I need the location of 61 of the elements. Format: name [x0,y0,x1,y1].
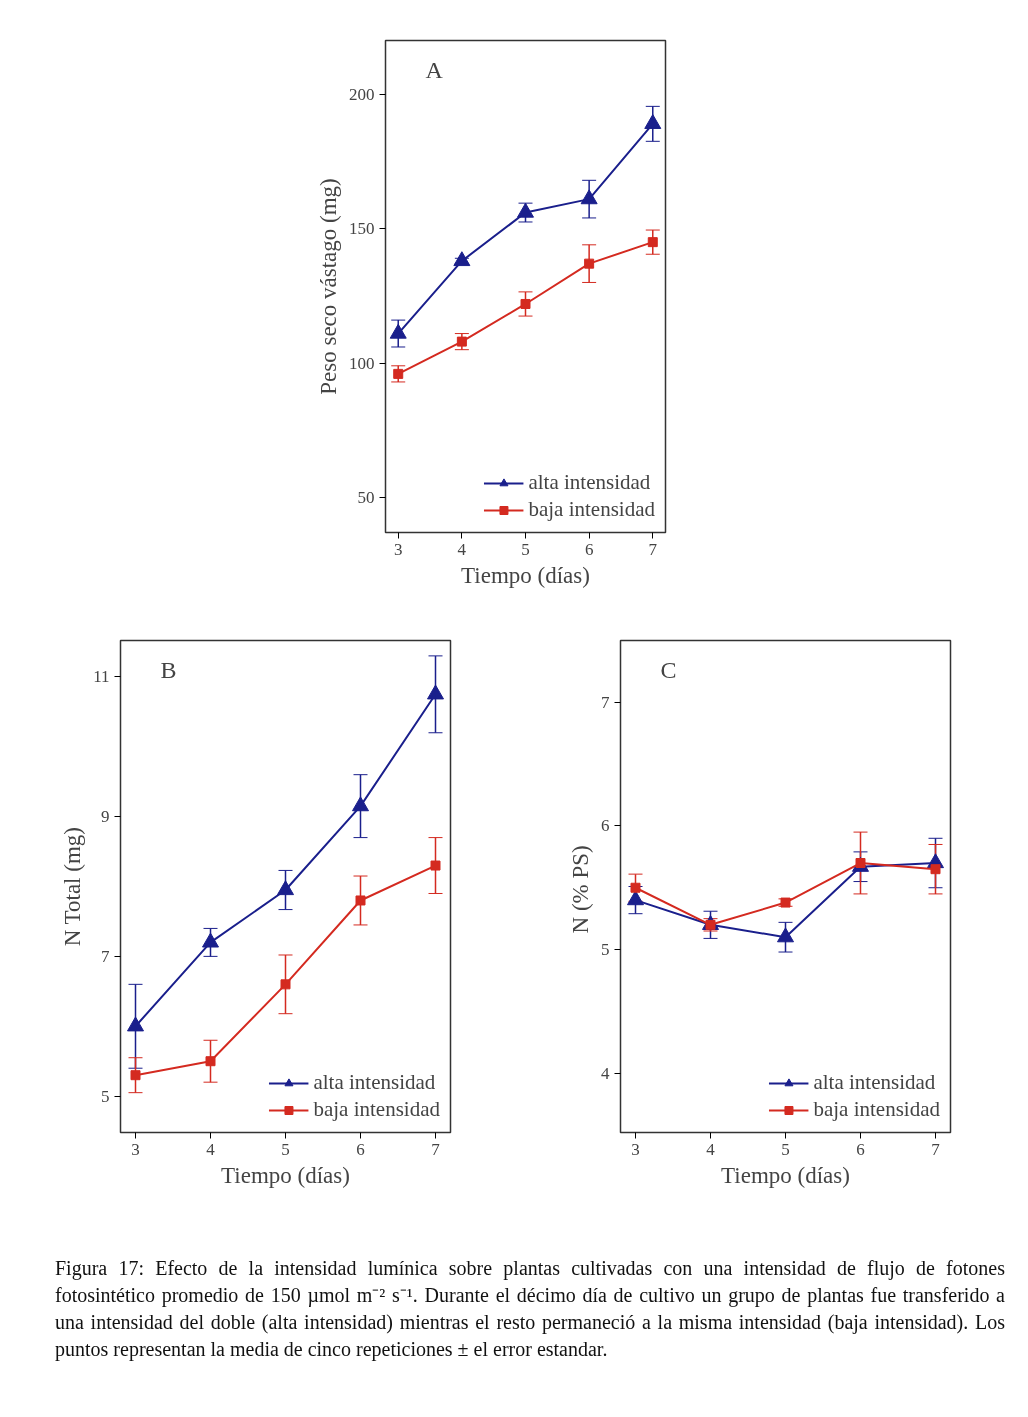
point [202,932,219,948]
y-tick-label: 5 [101,1086,110,1106]
text: Figura 17: Efecto de la intensidad lumínica sobre plantas cultivadas con una intensidad de flujo de fotones fotosintético promedio de 150 µmol m⁻² s⁻¹. Durante el décimo día de cultivo un grupo de plantas fue transferido a una intensidad del doble (alta intensidad) mientras el resto permaneció a la misma intensidad (baja intensidad). Los puntos representan la media de cinco repeticiones ± el error estandar. [55,1256,1006,1363]
point [517,202,534,218]
x-tick-label: 3 [393,539,403,559]
point [427,684,444,700]
point [453,251,471,267]
legend-label: alta intensidad [528,470,651,495]
x-tick-label: 6 [584,539,594,559]
point [352,796,369,812]
annotation: B [160,656,177,683]
point [355,895,366,906]
x-tick-label: 4 [457,539,467,559]
x-tick-label: 5 [781,1139,790,1159]
annotation: A [425,56,444,83]
x-tick-label: 7 [648,539,658,559]
x-tick-label: 6 [856,1139,865,1159]
y-tick-label: 200 [349,84,375,104]
point [389,323,407,339]
x-tick-label: 4 [706,1139,716,1159]
y-axis-title: N (% PS) [568,845,593,934]
legend-label: baja intensidad [528,497,655,522]
point [644,114,662,129]
y-tick-label: 7 [101,946,110,966]
y-tick-label: 11 [93,667,110,687]
x-tick-label: 3 [631,1139,640,1159]
point [277,880,294,896]
y-tick-label: 5 [601,940,610,960]
legend-label: baja intensidad [813,1097,940,1122]
x-axis-title: Tiempo (días) [461,562,590,588]
point [456,336,467,347]
x-axis-title: Tiempo (días) [221,1162,350,1188]
point [647,237,658,248]
point [580,189,598,205]
x-tick-label: 3 [131,1139,140,1159]
point [430,860,441,871]
y-tick-label: 7 [601,692,610,712]
x-axis-title: Tiempo (días) [721,1162,850,1188]
point [205,1056,216,1067]
point [280,979,291,990]
y-tick-label: 100 [349,353,375,373]
y-axis-title: N Total (mg) [60,827,86,947]
point [520,298,531,309]
point [130,1070,141,1081]
point [393,368,404,379]
x-tick-label: 4 [206,1139,216,1159]
y-axis-title: Peso seco vástago (mg) [316,178,341,395]
x-tick-label: 5 [281,1139,290,1159]
y-tick-label: 50 [357,488,375,508]
x-tick-label: 5 [521,539,530,559]
y-tick-label: 9 [101,807,110,827]
legend-label: alta intensidad [313,1070,436,1095]
annotation: C [660,656,677,683]
x-tick-label: 7 [931,1139,941,1159]
y-tick-label: 150 [349,219,375,239]
y-tick-label: 6 [601,816,610,836]
x-tick-label: 7 [431,1139,441,1159]
point [584,258,595,269]
y-tick-label: 4 [601,1063,610,1083]
legend-label: baja intensidad [313,1097,440,1122]
legend-label: alta intensidad [813,1070,936,1095]
